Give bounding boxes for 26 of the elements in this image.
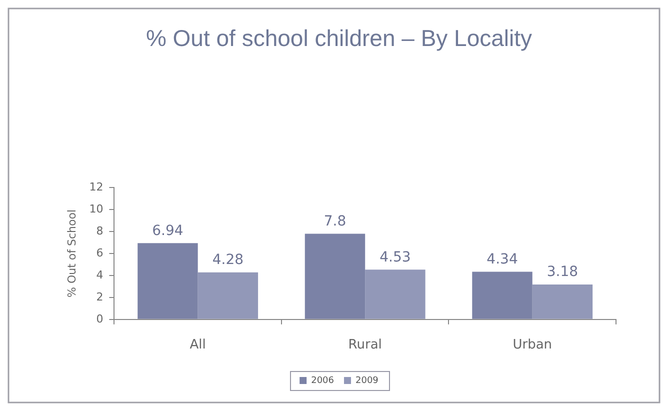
legend-label: 2006 (311, 376, 334, 386)
chart-title: % Out of school children – By Locality (146, 25, 533, 52)
bar (304, 234, 366, 319)
y-tick-label: 10 (89, 202, 104, 216)
y-tick-label: 2 (96, 290, 104, 304)
bar (138, 243, 198, 319)
x-tick-label: Urban (512, 338, 552, 353)
bar (472, 272, 532, 319)
data-label: 4.53 (380, 249, 411, 266)
y-axis-title: % Out of School (65, 209, 78, 298)
data-label: 4.34 (486, 251, 518, 268)
data-label: 6.94 (152, 222, 184, 239)
x-tick-label: All (190, 338, 206, 353)
y-tick-label: 4 (96, 268, 104, 282)
bar (532, 284, 593, 319)
y-tick-label: 0 (96, 312, 104, 326)
data-label: 4.28 (212, 252, 244, 268)
legend-label: 2009 (356, 376, 379, 386)
y-tick-label: 8 (96, 224, 104, 238)
data-label: 3.18 (546, 264, 578, 280)
y-tick-label: 6 (96, 246, 104, 260)
x-tick-label: Rural (348, 338, 382, 353)
bar (365, 270, 426, 319)
y-tick-label: 12 (89, 180, 104, 194)
bar (198, 272, 258, 319)
data-label: 7.8 (324, 213, 346, 230)
